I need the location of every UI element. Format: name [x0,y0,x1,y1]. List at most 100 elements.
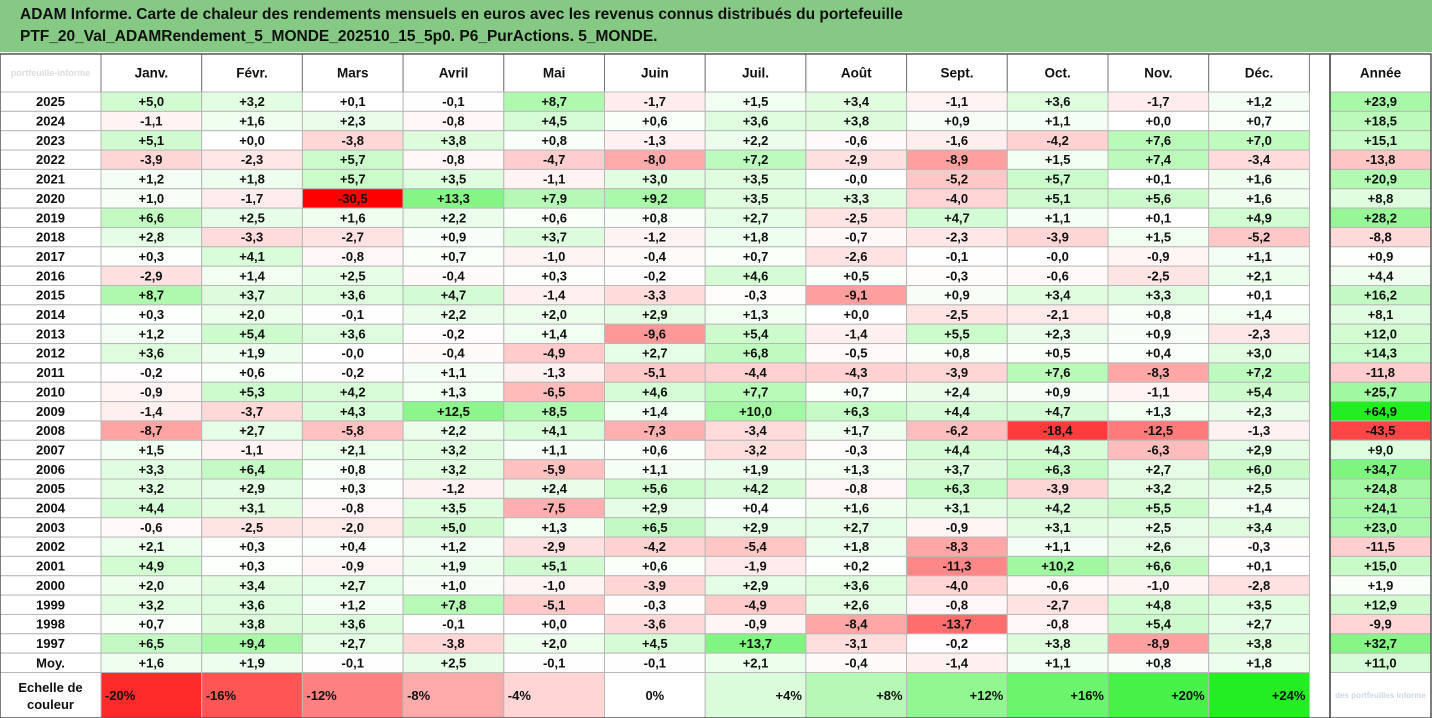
row-2014-value-1: +0,3 [139,307,165,322]
row-2000-value-3: +2,7 [340,578,366,593]
row-2020-value-9: -4,0 [946,191,968,206]
row-2003-value-6: +6,5 [642,520,668,535]
row-1999-value-10: -2,7 [1046,597,1068,612]
year-column-frame [1329,53,1432,718]
row-2006-value-4: +3,2 [441,462,467,477]
row-2012-value-5: -4,9 [543,346,565,361]
row-2012-label: 2012 [36,346,65,361]
scale-label-cell [0,672,102,718]
row-2025-value-4: -0,1 [442,94,464,109]
footer-watermark: des portfeuilles informe [1335,691,1426,700]
row-2015-value-11: +3,3 [1146,288,1172,303]
row-2016-year-value: +4,4 [1368,268,1394,283]
row-2020-label: 2020 [36,191,65,206]
row-2016-value-1: -2,9 [140,268,162,283]
row-2024-value-5: +4,5 [541,114,567,129]
row-2008-label: 2008 [36,423,65,438]
row-2005-value-3: +0,3 [340,481,366,496]
average-row-value-8: -0,4 [845,655,868,670]
row-2021-label: 2021 [36,172,65,187]
month-header-cell [906,53,1008,93]
row-2025-value-12: +1,2 [1246,94,1272,109]
row-1997-value-5: +2,0 [541,636,567,651]
row-2021-value-11: +0,1 [1146,172,1172,187]
row-2018-value-3: -2,7 [342,230,364,245]
row-2022-value-12: -3,4 [1248,152,1271,167]
row-2019-value-12: +4,9 [1246,210,1272,225]
row-2010-value-11: -1,1 [1147,384,1169,399]
row-2024-value-4: -0,8 [442,114,464,129]
row-1998-value-2: +3,8 [239,617,265,632]
row-2015-value-8: -9,1 [845,288,867,303]
row-2003-value-11: +2,5 [1146,520,1172,535]
row-2016-value-10: -0,6 [1046,268,1068,283]
row-1999-value-8: +2,6 [843,597,869,612]
row-2010-value-2: +5,3 [239,384,265,399]
row-1997-value-3: +2,7 [340,636,366,651]
row-1997-value-10: +3,8 [1045,636,1071,651]
row-2001-value-11: +6,6 [1146,559,1172,574]
row-2011-value-11: -8,3 [1147,365,1169,380]
row-2018-value-2: -3,3 [241,230,263,245]
row-2022-value-10: +1,5 [1045,152,1071,167]
row-2005-value-1: +3,2 [139,481,165,496]
scale-label-line1: Echelle de [18,680,82,695]
row-2007-value-4: +3,2 [441,442,467,457]
row-1998-value-6: -3,6 [644,617,666,632]
month-header-10: Oct. [1045,66,1071,81]
row-2013-value-4: -0,2 [442,326,464,341]
row-2008-value-5: +4,1 [541,423,567,438]
row-2022-value-11: +7,4 [1146,152,1172,167]
row-2021-value-7: +3,5 [743,172,769,187]
row-2024-year-value: +18,5 [1364,114,1397,129]
row-2015-value-9: +0,9 [944,288,970,303]
row-2022-value-4: -0,8 [442,152,464,167]
row-2001-value-9: -11,3 [942,559,971,574]
row-2012-value-3: -0,0 [342,346,364,361]
average-row-year-value: +11,0 [1364,655,1396,670]
row-2018-value-11: +1,5 [1146,230,1172,245]
row-2000-value-11: -1,0 [1147,578,1169,593]
row-2025-value-8: +3,4 [843,94,869,109]
row-2018-value-4: +0,9 [441,230,467,245]
month-header-9: Sept. [940,66,973,81]
row-2008-value-3: -5,8 [342,423,364,438]
row-2008-value-11: -12,5 [1144,423,1174,438]
scale-stop-label-10: +16% [1070,688,1104,703]
row-2010-value-12: +5,4 [1246,384,1272,399]
row-2009-value-11: +1,3 [1146,404,1172,419]
row-2003-value-4: +5,0 [441,520,467,535]
row-2005-value-6: +5,6 [642,481,668,496]
row-2004-value-8: +1,6 [843,501,869,516]
row-2006-label: 2006 [36,462,65,477]
row-2012-value-2: +1,9 [239,346,265,361]
row-2013-value-10: +2,3 [1045,326,1071,341]
row-2007-value-8: -0,3 [845,442,867,457]
row-2021-value-3: +5,7 [340,172,366,187]
row-2025-value-10: +3,6 [1045,94,1071,109]
row-2023-value-6: -1,3 [644,133,666,148]
row-2010-value-1: -0,9 [140,384,162,399]
row-2004-value-11: +5,5 [1146,501,1172,516]
row-2005-value-4: -1,2 [442,481,464,496]
month-header-cell [604,53,706,93]
row-2014-value-7: +1,3 [743,307,769,322]
row-2001-value-4: +1,9 [441,559,467,574]
row-2004-year-value: +24,1 [1364,501,1397,516]
row-2025-label: 2025 [36,94,65,109]
row-1997-value-2: +9,4 [239,636,265,651]
row-2012-value-8: -0,5 [845,346,867,361]
row-2025-value-11: -1,7 [1147,94,1169,109]
row-2022-label: 2022 [36,152,65,167]
row-2022-value-7: +7,2 [743,152,769,167]
row-2014-year-value: +8,1 [1368,307,1394,322]
row-2014-value-10: -2,1 [1046,307,1068,322]
row-2011-value-9: -3,9 [946,365,968,380]
average-row-value-1: +1,6 [139,655,165,670]
row-2019-value-2: +2,5 [239,210,265,225]
row-2021-value-2: +1,8 [239,172,265,187]
row-2015-value-3: +3,6 [340,288,366,303]
row-2005-value-8: -0,8 [845,481,867,496]
row-1999-value-5: -5,1 [543,597,565,612]
row-2010-value-5: -6,5 [543,384,565,399]
